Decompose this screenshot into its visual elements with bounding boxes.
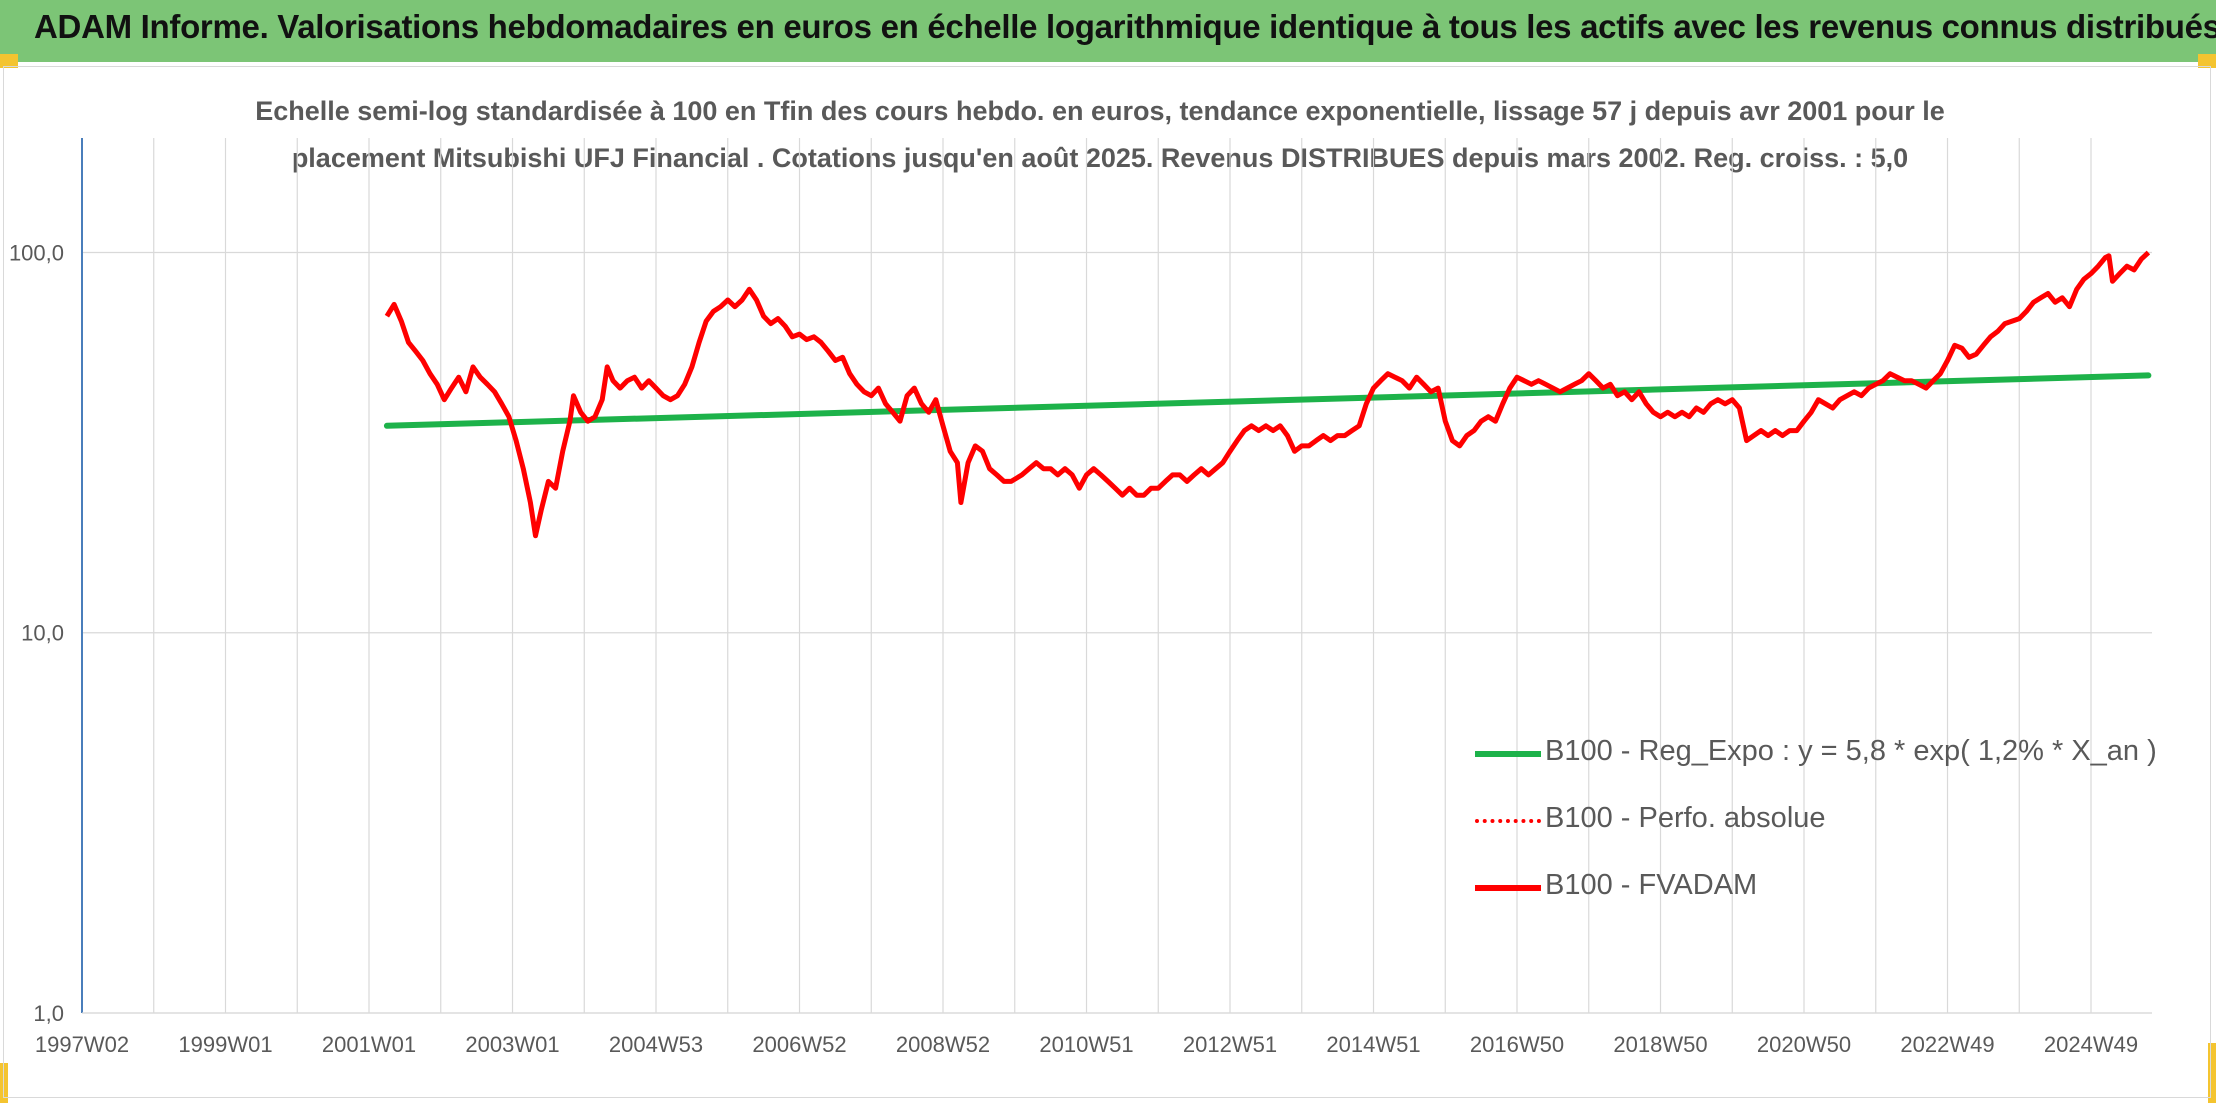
x-tick-label: 2003W01	[465, 1032, 559, 1057]
corner-marker-top-left	[0, 54, 18, 68]
legend-label-perfo-absolue: B100 - Perfo. absolue	[1545, 802, 1826, 834]
x-tick-label: 2016W50	[1470, 1032, 1564, 1057]
legend-item-fvadam: B100 - FVADAM	[1475, 869, 2155, 909]
legend-item-reg-expo: B100 - Reg_Expo : y = 5,8 * exp( 1,2% * …	[1475, 735, 2157, 775]
report-header: ADAM Informe. Valorisations hebdomadaire…	[0, 0, 2216, 64]
legend-label-fvadam: B100 - FVADAM	[1545, 869, 1758, 901]
x-tick-label: 2020W50	[1757, 1032, 1851, 1057]
series-line-reg-expo	[383, 372, 2152, 429]
series-line-fvadam	[384, 250, 2151, 539]
chart-frame	[3, 66, 2211, 1098]
x-tick-label: 2004W53	[609, 1032, 703, 1057]
x-tick-label: 2022W49	[1900, 1032, 1994, 1057]
y-tick-label: 10,0	[21, 621, 64, 646]
chart-title-line-1: Echelle semi-log standardisée à 100 en T…	[255, 96, 1945, 126]
corner-marker-bottom-left	[0, 1063, 8, 1103]
legend-swatch-fvadam	[1475, 885, 1541, 891]
legend-swatch-perfo-absolue	[1475, 819, 1541, 823]
x-tick-label: 2018W50	[1613, 1032, 1707, 1057]
legend-swatch-reg-expo	[1475, 751, 1541, 757]
legend-item-perfo-absolue: B100 - Perfo. absolue	[1475, 802, 2155, 842]
corner-marker-bottom-right	[2208, 1043, 2216, 1103]
x-tick-label: 1997W02	[35, 1032, 129, 1057]
x-tick-label: 2001W01	[322, 1032, 416, 1057]
x-tick-label: 2008W52	[896, 1032, 990, 1057]
x-tick-label: 2010W51	[1039, 1032, 1133, 1057]
x-tick-label: 2012W51	[1183, 1032, 1277, 1057]
y-tick-label: 1,0	[33, 1001, 64, 1026]
chart-title-line-2: placement Mitsubishi UFJ Financial . Cot…	[291, 143, 1909, 173]
x-tick-label: 2006W52	[752, 1032, 846, 1057]
corner-marker-top-right	[2198, 54, 2216, 68]
report-title: ADAM Informe. Valorisations hebdomadaire…	[34, 8, 2216, 45]
x-tick-label: 2024W49	[2044, 1032, 2138, 1057]
x-tick-label: 2014W51	[1326, 1032, 1420, 1057]
legend-label-reg-expo: B100 - Reg_Expo : y = 5,8 * exp( 1,2% * …	[1545, 735, 2157, 767]
y-tick-label: 100,0	[9, 240, 64, 265]
x-tick-label: 1999W01	[178, 1032, 272, 1057]
